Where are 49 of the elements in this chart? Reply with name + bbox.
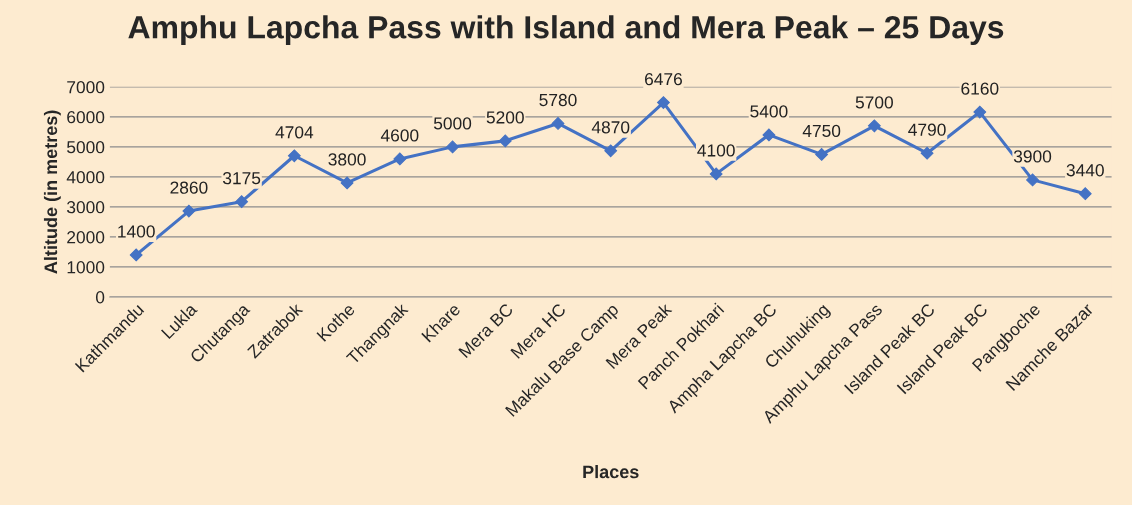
y-tick-label: 6000 — [67, 111, 105, 124]
point — [867, 119, 881, 133]
data-label: 5000 — [433, 117, 472, 130]
x-axis-title: Places — [583, 465, 639, 479]
data-label: 5780 — [539, 93, 577, 107]
y-axis-title: Altitude (in metres) — [43, 110, 61, 274]
point — [604, 144, 618, 158]
data-label: 4600 — [380, 129, 419, 142]
data-label: 4750 — [802, 124, 841, 138]
y-tick-label: 1000 — [67, 261, 105, 274]
point — [182, 204, 196, 218]
point — [340, 176, 354, 190]
point — [920, 146, 934, 160]
data-label: 3175 — [222, 172, 261, 185]
y-tick-label: 4000 — [66, 171, 105, 184]
y-tick-label: 2000 — [67, 231, 105, 244]
y-tick-label: 0 — [95, 291, 105, 304]
data-label: 3800 — [328, 153, 366, 166]
data-label: 4790 — [908, 123, 946, 136]
point — [1026, 173, 1039, 187]
data-label: 5700 — [855, 96, 893, 109]
data-label: 3900 — [1013, 150, 1052, 163]
point — [498, 134, 512, 148]
point — [129, 248, 143, 262]
point — [973, 105, 987, 119]
data-label: 5400 — [750, 105, 788, 118]
y-tick-label: 7000 — [67, 81, 105, 94]
point — [235, 195, 249, 209]
data-label: 6476 — [645, 72, 682, 86]
data-label: 4870 — [591, 121, 630, 134]
point — [393, 152, 407, 166]
point — [657, 96, 670, 109]
data-label: 1400 — [118, 225, 155, 238]
data-label: 4100 — [697, 144, 735, 157]
point — [287, 149, 301, 163]
point — [551, 117, 565, 130]
chart-title: Amphu Lapcha Pass with Island and Mera Peak – 25 Days — [128, 15, 1004, 45]
data-label: 6160 — [961, 82, 999, 95]
point — [1078, 187, 1092, 201]
point — [446, 140, 459, 154]
data-label: 2860 — [170, 181, 208, 194]
data-label: 3440 — [1066, 164, 1104, 177]
data-label: 4704 — [275, 126, 314, 139]
y-tick-label: 3000 — [66, 201, 105, 214]
data-label: 5200 — [486, 111, 524, 124]
point — [815, 147, 829, 161]
y-tick-label: 5000 — [67, 141, 105, 154]
point — [709, 167, 723, 181]
point — [762, 128, 776, 142]
